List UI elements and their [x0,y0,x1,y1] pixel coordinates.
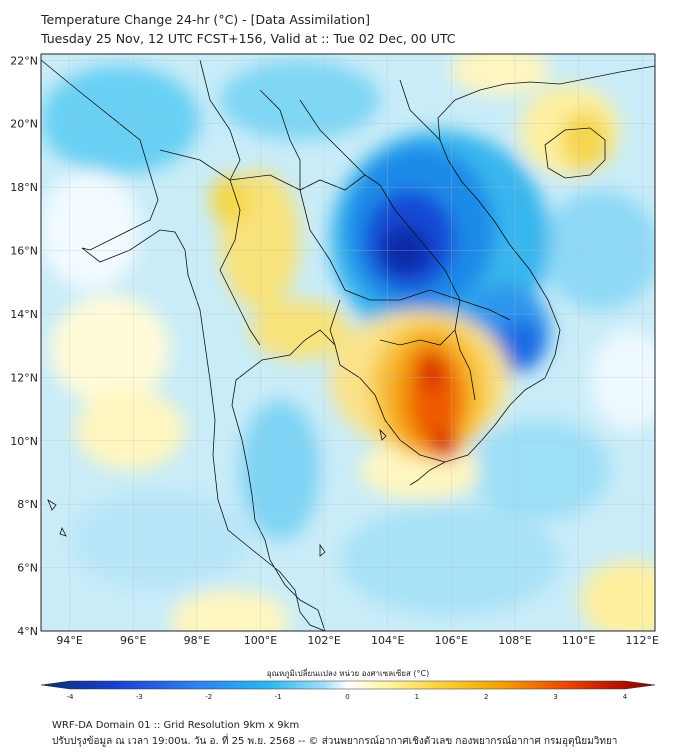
map-title: Temperature Change 24-hr (°C) - [Data As… [41,12,370,27]
lon-tick-label: 106°E [435,634,468,647]
lat-tick-label: 6°N [17,562,38,575]
lat-tick-label: 10°N [10,435,38,448]
lat-tick-label: 4°N [17,625,38,638]
coastlines-and-borders [41,59,655,631]
footer-model-info: WRF-DA Domain 01 :: Grid Resolution 9km … [52,720,300,731]
lon-tick-label: 110°E [562,634,595,647]
colorbar-tick-label: 1 [415,693,419,701]
lon-tick-label: 94°E [56,634,82,647]
lon-tick-label: 98°E [184,634,210,647]
lat-tick-label: 14°N [10,308,38,321]
colorbar-tick-label: 3 [553,693,557,701]
lon-tick-label: 112°E [626,634,659,647]
map-frame [40,53,656,632]
colorbar [40,680,656,690]
colorbar-tick-label: 2 [484,693,488,701]
colorbar-tick-label: 4 [623,693,628,701]
colorbar-label: อุณหภูมิเปลี่ยนแปลง หน่วย องศาเซลเซียส (… [267,667,429,679]
longitude-axis: 94°E 96°E 98°E 100°E 102°E 104°E 106°E 108°E 110… [56,634,659,647]
colorbar-tick-label: -1 [275,693,282,701]
map-subtitle: Tuesday 25 Nov, 12 UTC FCST+156, Valid a… [41,31,456,46]
lat-tick-label: 18°N [10,181,38,194]
map-gridlines [41,54,655,632]
lon-tick-label: 104°E [371,634,404,647]
colorbar-tick-label: -4 [67,693,75,701]
latitude-axis: 22°N 20°N 18°N 16°N 14°N 12°N 10°N 8°N 6°N 4°N [10,54,38,638]
lon-tick-label: 96°E [120,634,146,647]
lon-tick-label: 102°E [307,634,340,647]
footer-credit: ปรับปรุงข้อมูล ณ เวลา 19:00น. วัน อ. ที่… [52,736,618,747]
colorbar-tick-label: -3 [136,693,143,701]
lat-tick-label: 20°N [10,118,38,131]
lat-tick-label: 8°N [17,498,38,511]
lat-tick-label: 22°N [10,54,38,67]
colorbar-tick-label: -2 [205,693,212,701]
lon-tick-label: 100°E [244,634,277,647]
lat-tick-label: 12°N [10,371,38,384]
colorbar-ticks: -4 -3 -2 -1 0 1 2 3 4 [67,693,628,701]
lon-tick-label: 108°E [498,634,531,647]
lat-tick-label: 16°N [10,245,38,258]
colorbar-tick-label: 0 [345,693,349,701]
temperature-change-field [41,54,655,631]
